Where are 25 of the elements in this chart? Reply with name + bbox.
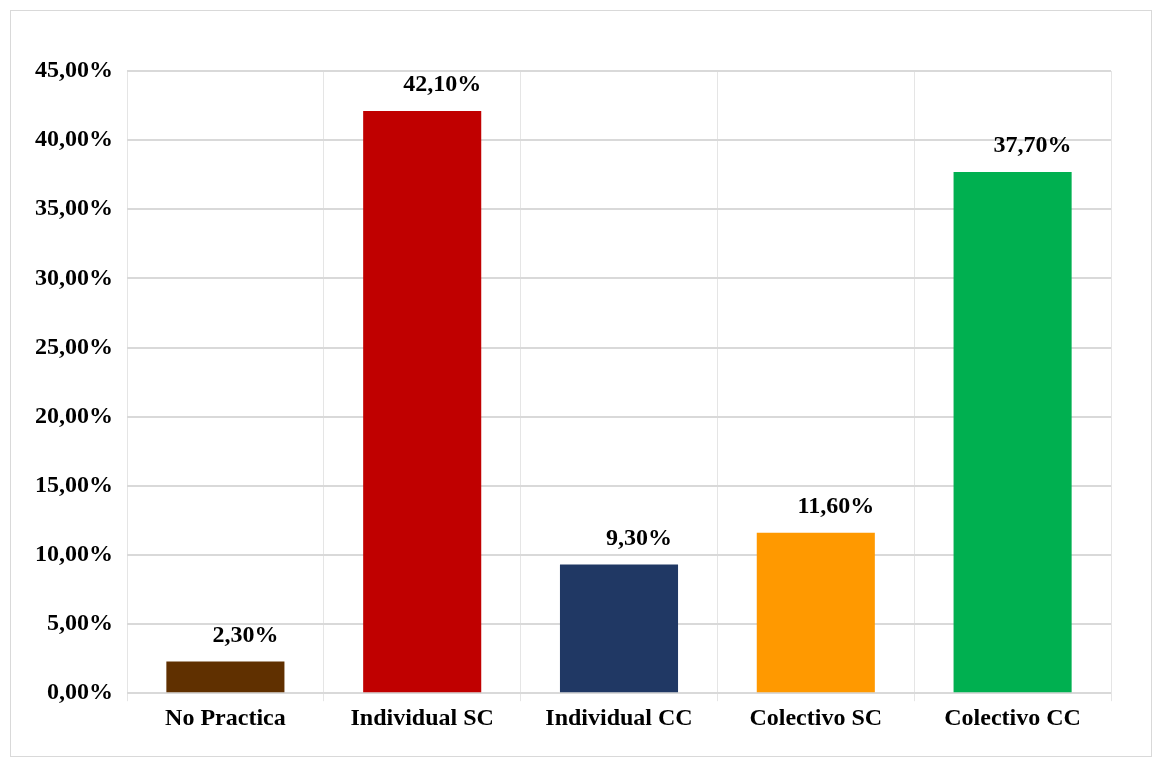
y-tick-label: 40,00% bbox=[35, 125, 113, 152]
bar bbox=[363, 111, 482, 693]
bar bbox=[756, 532, 875, 693]
y-tick-label: 25,00% bbox=[35, 332, 113, 359]
data-label: 37,70% bbox=[993, 131, 1072, 158]
data-label: 9,30% bbox=[606, 523, 672, 550]
y-tick-label: 35,00% bbox=[35, 194, 113, 221]
x-tick-label: Colectivo SC bbox=[749, 703, 883, 730]
bar bbox=[166, 661, 285, 693]
y-tick-label: 45,00% bbox=[35, 56, 113, 83]
y-tick-label: 0,00% bbox=[47, 678, 113, 705]
x-tick-label: Individual CC bbox=[545, 703, 693, 730]
y-tick-label: 15,00% bbox=[35, 471, 113, 497]
data-label: 42,10% bbox=[403, 70, 482, 97]
y-tick-label: 20,00% bbox=[35, 401, 113, 428]
data-label: 11,60% bbox=[797, 492, 875, 519]
bar bbox=[559, 564, 679, 693]
x-tick-label: No Practica bbox=[165, 703, 286, 730]
bar bbox=[953, 171, 1072, 693]
data-label: 2,30% bbox=[212, 620, 279, 647]
y-tick-label: 30,00% bbox=[35, 263, 113, 290]
y-tick-label: 5,00% bbox=[47, 609, 113, 636]
x-tick-label: Colectivo CC bbox=[944, 703, 1081, 730]
y-tick-label: 10,00% bbox=[35, 540, 113, 567]
x-tick-label: Individual SC bbox=[350, 703, 494, 730]
